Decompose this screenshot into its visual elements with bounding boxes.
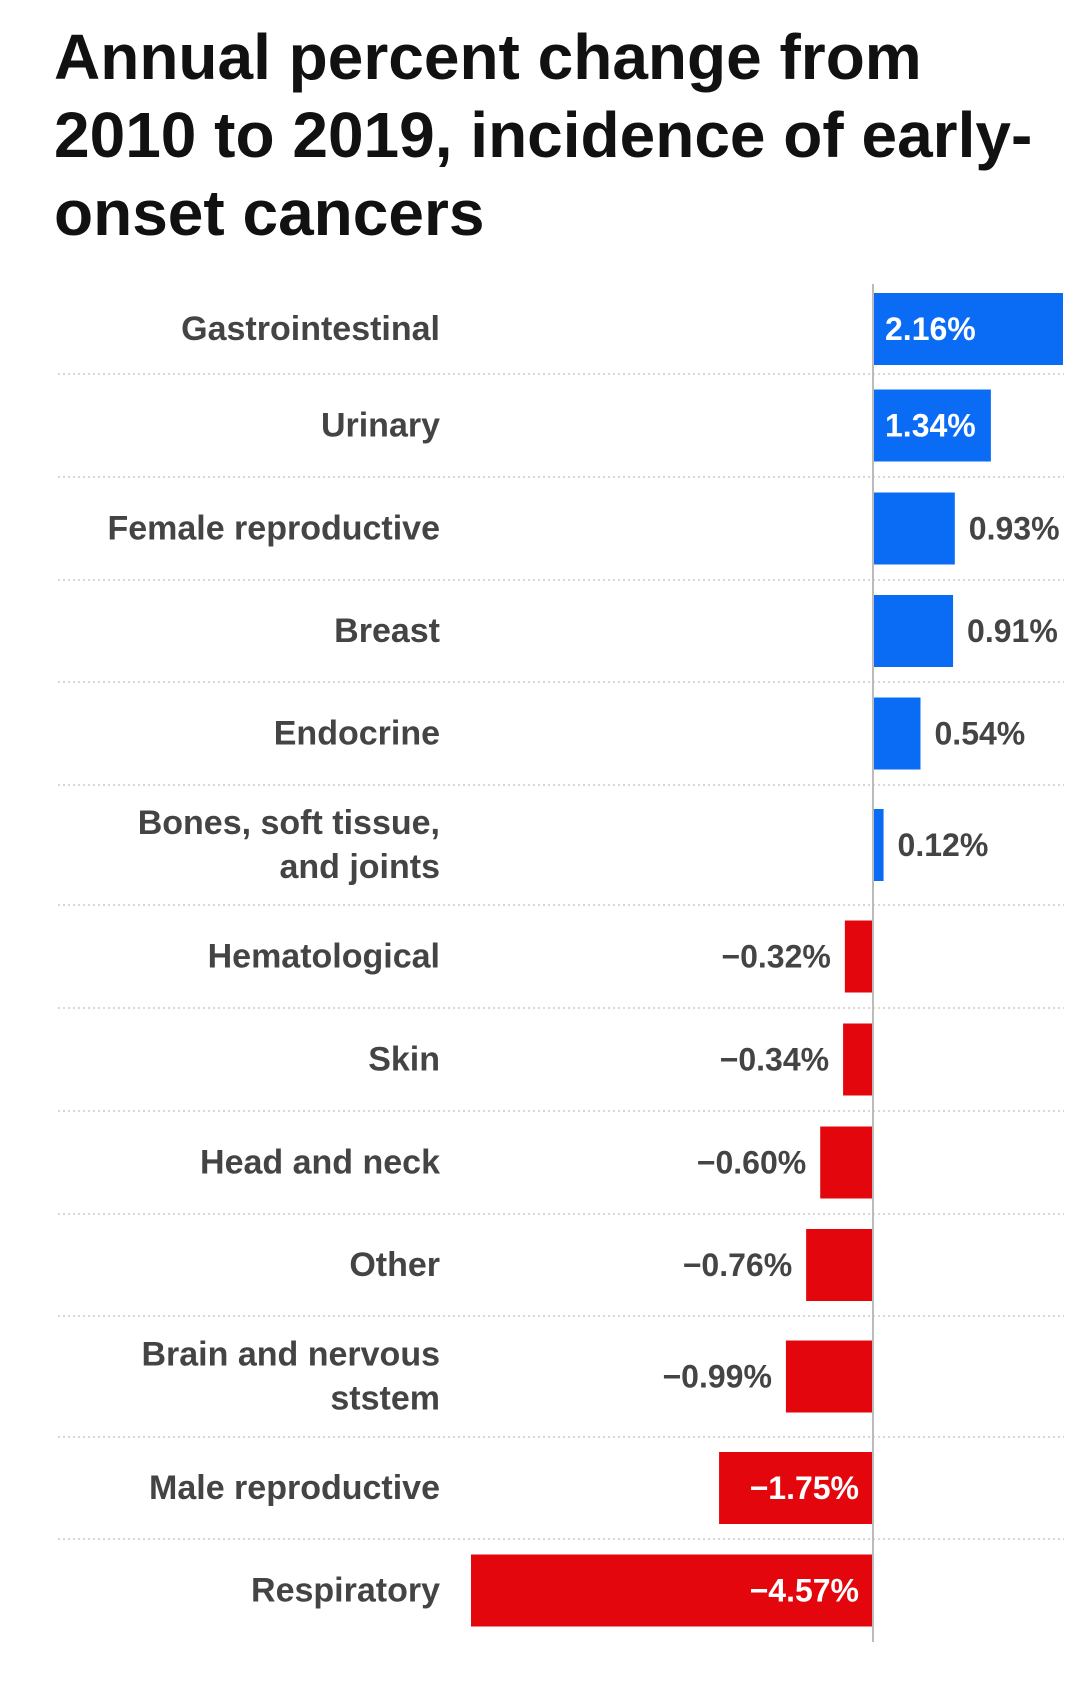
value-label: 0.93% (969, 511, 1060, 547)
value-label: −0.60% (697, 1145, 806, 1181)
value-label: −0.76% (683, 1247, 792, 1283)
bar (873, 389, 991, 462)
chart-title: Annual percent change from 2010 to 2019,… (54, 21, 1033, 249)
value-label: 0.91% (967, 613, 1058, 649)
category-label: Other (349, 1246, 440, 1284)
category-label: Brain and nervous ststem (141, 1336, 440, 1418)
category-label: Respiratory (251, 1572, 440, 1610)
value-label: −0.99% (662, 1359, 771, 1395)
value-label: −0.32% (721, 939, 830, 975)
category-label: Male reproductive (149, 1469, 440, 1507)
bar (785, 1340, 873, 1413)
value-label: 0.12% (898, 827, 989, 863)
bar (873, 697, 921, 770)
bar (806, 1229, 873, 1301)
category-label: Skin (368, 1041, 440, 1079)
value-label: 2.16% (885, 311, 976, 347)
bar (873, 595, 954, 667)
value-label: −1.75% (750, 1470, 859, 1506)
bar (873, 492, 955, 565)
bar (873, 293, 1063, 365)
bar (820, 1126, 873, 1199)
category-label: Female reproductive (107, 510, 440, 548)
category-label: Urinary (321, 407, 440, 445)
category-label: Endocrine (274, 715, 440, 753)
bar (843, 1023, 873, 1096)
bar (471, 1554, 873, 1627)
value-label: −4.57% (750, 1573, 859, 1609)
bar (844, 920, 873, 993)
bar (873, 809, 884, 881)
category-label: Gastrointestinal (181, 310, 440, 348)
category-label: Head and neck (200, 1144, 440, 1182)
value-label: −0.34% (720, 1042, 829, 1078)
value-label: 1.34% (885, 408, 976, 444)
category-label: Breast (334, 612, 440, 650)
category-label: Hematological (208, 938, 440, 976)
category-label: Bones, soft tissue, and joints (138, 804, 440, 886)
bar (719, 1452, 873, 1524)
value-label: 0.54% (935, 716, 1026, 752)
